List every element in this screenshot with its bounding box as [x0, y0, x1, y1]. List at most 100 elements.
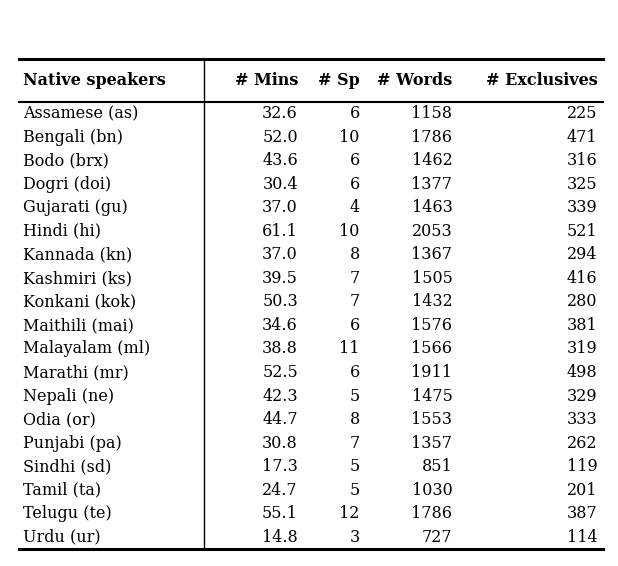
Text: Punjabi (pa): Punjabi (pa): [23, 435, 122, 452]
Text: 319: 319: [567, 341, 598, 358]
Text: Malayalam (ml): Malayalam (ml): [23, 341, 151, 358]
Text: 294: 294: [567, 246, 598, 263]
Text: 37.0: 37.0: [262, 199, 298, 216]
Text: 727: 727: [421, 529, 452, 546]
Text: 14.8: 14.8: [262, 529, 298, 546]
Text: 333: 333: [567, 411, 598, 428]
Text: 1505: 1505: [412, 270, 452, 287]
Text: 42.3: 42.3: [262, 388, 298, 405]
Text: 1553: 1553: [412, 411, 452, 428]
Text: 3: 3: [349, 529, 360, 546]
Text: 38.8: 38.8: [262, 341, 298, 358]
Text: 44.7: 44.7: [262, 411, 298, 428]
Text: 498: 498: [567, 364, 598, 381]
Text: 416: 416: [567, 270, 598, 287]
Text: Odia (or): Odia (or): [23, 411, 96, 428]
Text: 201: 201: [567, 482, 598, 499]
Text: 471: 471: [567, 128, 598, 145]
Text: # Sp: # Sp: [318, 72, 360, 89]
Text: Marathi (mr): Marathi (mr): [23, 364, 129, 381]
Text: 55.1: 55.1: [262, 505, 298, 522]
Text: Kannada (kn): Kannada (kn): [23, 246, 133, 263]
Text: Tamil (ta): Tamil (ta): [23, 482, 101, 499]
Text: 50.3: 50.3: [262, 293, 298, 310]
Text: Gujarati (gu): Gujarati (gu): [23, 199, 128, 216]
Text: 6: 6: [349, 152, 360, 169]
Text: Assamese (as): Assamese (as): [23, 105, 139, 122]
Text: Native speakers: Native speakers: [23, 72, 166, 89]
Text: 11: 11: [339, 341, 360, 358]
Text: 1377: 1377: [412, 176, 452, 193]
Text: 17.3: 17.3: [262, 458, 298, 475]
Text: 5: 5: [349, 388, 360, 405]
Text: 8: 8: [349, 246, 360, 263]
Text: 8: 8: [349, 411, 360, 428]
Text: 119: 119: [567, 458, 598, 475]
Text: 851: 851: [421, 458, 452, 475]
Text: 225: 225: [567, 105, 598, 122]
Text: 5: 5: [349, 482, 360, 499]
Text: 521: 521: [567, 223, 598, 240]
Text: 10: 10: [339, 223, 360, 240]
Text: 114: 114: [567, 529, 598, 546]
Text: 61.1: 61.1: [262, 223, 298, 240]
Text: 1786: 1786: [412, 505, 452, 522]
Text: 6: 6: [349, 176, 360, 193]
Text: 32.6: 32.6: [262, 105, 298, 122]
Text: Sindhi (sd): Sindhi (sd): [23, 458, 112, 475]
Text: 1432: 1432: [412, 293, 452, 310]
Text: 1462: 1462: [412, 152, 452, 169]
Text: 24.7: 24.7: [262, 482, 298, 499]
Text: 6: 6: [349, 105, 360, 122]
Text: 1786: 1786: [412, 128, 452, 145]
Text: # Mins: # Mins: [234, 72, 298, 89]
Text: 387: 387: [567, 505, 598, 522]
Text: 5: 5: [349, 458, 360, 475]
Text: 7: 7: [349, 270, 360, 287]
Text: 6: 6: [349, 317, 360, 334]
Text: 1030: 1030: [412, 482, 452, 499]
Text: 316: 316: [567, 152, 598, 169]
Text: # Words: # Words: [377, 72, 452, 89]
Text: 2053: 2053: [412, 223, 452, 240]
Text: 1566: 1566: [412, 341, 452, 358]
Text: 10: 10: [339, 128, 360, 145]
Text: Dogri (doi): Dogri (doi): [23, 176, 112, 193]
Text: 12: 12: [339, 505, 360, 522]
Text: 43.6: 43.6: [262, 152, 298, 169]
Text: 381: 381: [567, 317, 598, 334]
Text: 4: 4: [350, 199, 360, 216]
Text: 1911: 1911: [412, 364, 452, 381]
Text: Kashmiri (ks): Kashmiri (ks): [23, 270, 132, 287]
Text: 30.8: 30.8: [262, 435, 298, 452]
Text: 37.0: 37.0: [262, 246, 298, 263]
Text: 1463: 1463: [412, 199, 452, 216]
Text: 39.5: 39.5: [262, 270, 298, 287]
Text: Bodo (brx): Bodo (brx): [23, 152, 109, 169]
Text: 1576: 1576: [412, 317, 452, 334]
Text: 7: 7: [349, 293, 360, 310]
Text: 52.5: 52.5: [262, 364, 298, 381]
Text: 34.6: 34.6: [262, 317, 298, 334]
Text: 1367: 1367: [412, 246, 452, 263]
Text: 262: 262: [567, 435, 598, 452]
Text: 1475: 1475: [412, 388, 452, 405]
Text: 329: 329: [567, 388, 598, 405]
Text: Hindi (hi): Hindi (hi): [23, 223, 101, 240]
Text: Konkani (kok): Konkani (kok): [23, 293, 137, 310]
Text: 339: 339: [567, 199, 598, 216]
Text: 6: 6: [349, 364, 360, 381]
Text: Urdu (ur): Urdu (ur): [23, 529, 101, 546]
Text: Nepali (ne): Nepali (ne): [23, 388, 114, 405]
Text: 30.4: 30.4: [262, 176, 298, 193]
Text: 7: 7: [349, 435, 360, 452]
Text: Maithili (mai): Maithili (mai): [23, 317, 134, 334]
Text: 1357: 1357: [412, 435, 452, 452]
Text: # Exclusives: # Exclusives: [486, 72, 598, 89]
Text: 52.0: 52.0: [262, 128, 298, 145]
Text: 1158: 1158: [412, 105, 452, 122]
Text: 325: 325: [567, 176, 598, 193]
Text: Telugu (te): Telugu (te): [23, 505, 112, 522]
Text: Bengali (bn): Bengali (bn): [23, 128, 124, 145]
Text: 280: 280: [567, 293, 598, 310]
